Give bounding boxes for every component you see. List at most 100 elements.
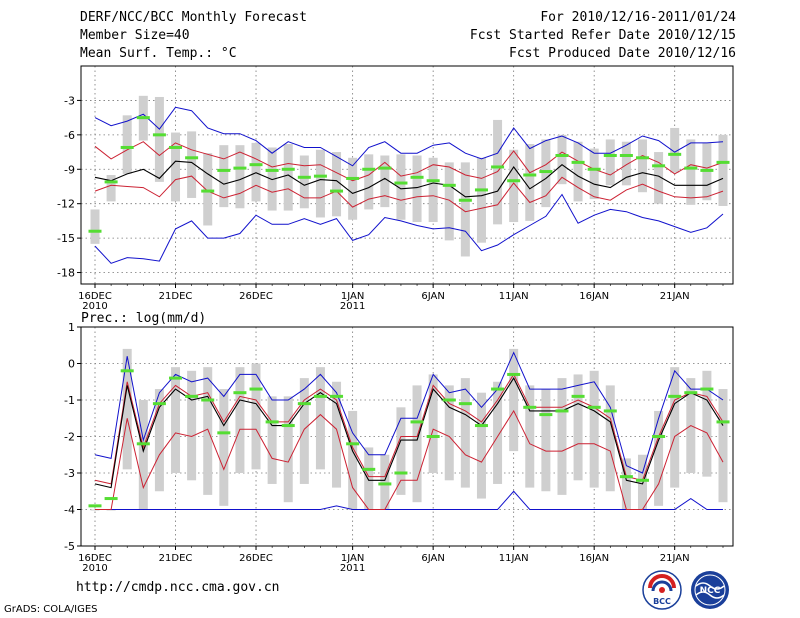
temp-xtick-label: 16DEC: [78, 291, 112, 302]
temp-ensemble-box: [509, 149, 519, 223]
prec-median-mark: [297, 402, 311, 406]
prec-median-mark: [362, 467, 376, 471]
prec-xtick-label: 26DEC: [239, 553, 273, 564]
temp-ensemble-box: [203, 153, 213, 226]
temp-xtick-label: 26DEC: [239, 291, 273, 302]
temp-ensemble-box: [525, 144, 535, 221]
temp-median-mark: [555, 153, 569, 157]
prec-ensemble-box: [348, 410, 358, 510]
prec-xtick-label: 6JAN: [421, 553, 444, 564]
prec-ensemble-box: [154, 389, 164, 492]
prec-ensemble-box: [670, 367, 680, 488]
prec-ytick-label: -2: [64, 431, 75, 444]
prec-ensemble-box: [525, 385, 535, 488]
member-size-label: Member Size=40: [80, 28, 190, 43]
prec-ensemble-box: [637, 454, 647, 510]
temp-median-mark: [652, 164, 666, 168]
temp-median-mark: [523, 173, 537, 177]
prec-ensemble-box: [428, 374, 438, 473]
prec-xtick-label: 2010: [82, 563, 107, 574]
temp-ensemble-box: [412, 155, 422, 223]
temp-ensemble-box: [396, 154, 406, 220]
temp-median-mark: [603, 153, 617, 157]
bcc-logo-text: BCC: [653, 597, 671, 606]
temp-median-mark: [378, 166, 392, 170]
temp-ytick-label: -3: [64, 94, 75, 107]
prec-ensemble-box: [219, 389, 229, 506]
prec-ensemble-box: [493, 381, 503, 484]
prec-median-mark: [394, 471, 408, 475]
temp-ensemble-box: [380, 155, 390, 208]
temp-median-mark: [571, 160, 585, 164]
temp-median-mark: [297, 175, 311, 179]
prec-median-mark: [587, 405, 601, 409]
temp-ensemble-box: [637, 139, 647, 193]
prec-ensemble-box: [621, 458, 631, 510]
prec-max-line: [94, 351, 724, 474]
forecast-period-label: For 2010/12/16-2011/01/24: [540, 10, 736, 25]
bcc-logo: BCC: [642, 570, 682, 610]
prec-ensemble-box: [332, 381, 342, 488]
prec-ensemble-box: [541, 389, 551, 492]
temp-ensemble-box: [235, 145, 245, 209]
prec-ensemble-box: [396, 407, 406, 495]
prec-median-mark: [185, 394, 199, 398]
prec-ensemble-box: [702, 370, 712, 477]
prec-median-mark: [313, 394, 327, 398]
temp-median-mark: [346, 176, 360, 180]
temp-ensemble-box: [332, 152, 342, 217]
temp-xtick-label: 21DEC: [159, 291, 193, 302]
prec-ensemble-box: [299, 378, 309, 484]
prec-lower-line: [95, 409, 724, 510]
temp-median-mark: [201, 189, 215, 193]
prec-xtick-label: 21DEC: [159, 553, 193, 564]
temp-xtick-label: 21JAN: [660, 291, 690, 302]
prec-median-mark: [474, 424, 488, 428]
temp-ensemble-box: [686, 139, 696, 205]
temp-ensemble-box: [90, 209, 100, 244]
prec-median-mark: [684, 391, 698, 395]
prec-ensemble-box: [203, 367, 213, 495]
temp-median-mark: [442, 183, 456, 187]
prec-ensemble-box: [251, 363, 261, 470]
prec-ensemble-box: [171, 367, 181, 473]
temp-median-mark: [426, 179, 440, 183]
prec-ensemble-box: [283, 396, 293, 503]
prec-median-mark: [619, 475, 633, 479]
temp-lower-line: [94, 175, 724, 213]
prec-median-mark: [716, 420, 730, 424]
temp-median-mark: [88, 229, 102, 233]
temp-ensemble-box: [557, 134, 567, 185]
temp-mean-line: [94, 160, 724, 198]
prec-ensemble-box: [557, 378, 567, 495]
temp-median-mark: [539, 170, 553, 174]
prec-median-mark: [330, 394, 344, 398]
temp-ytick-label: -6: [64, 129, 75, 142]
prec-median-mark: [201, 398, 215, 402]
forecast-produced-date-label: Fcst Produced Date 2010/12/16: [509, 46, 736, 61]
prec-ensemble-box: [509, 348, 519, 452]
prec-ensemble-box: [573, 374, 583, 481]
temp-median-mark: [716, 160, 730, 164]
software-credit: GrADS: COLA/IGES: [4, 604, 98, 615]
temp-ensemble-box: [541, 139, 551, 208]
temp-median-mark: [169, 145, 183, 149]
prec-xtick-label: 16DEC: [78, 553, 112, 564]
prec-ensemble-box: [364, 447, 374, 510]
temp-median-mark: [233, 166, 247, 170]
temp-ensemble-box: [171, 132, 181, 202]
prec-ytick-label: 1: [68, 321, 75, 334]
prec-ensemble-box: [122, 348, 132, 470]
prec-ytick-label: -1: [64, 394, 75, 407]
prec-xtick-label: 2011: [340, 563, 365, 574]
temp-ensemble-box: [718, 134, 728, 206]
prec-median-mark: [378, 482, 392, 486]
prec-median-mark: [668, 394, 682, 398]
temp-ensemble-box: [364, 154, 374, 210]
prec-median-mark: [555, 409, 569, 413]
temp-frame: [80, 65, 734, 285]
temp-median-mark: [684, 166, 698, 170]
prec-median-mark: [491, 387, 505, 391]
prec-median-mark: [136, 442, 150, 446]
